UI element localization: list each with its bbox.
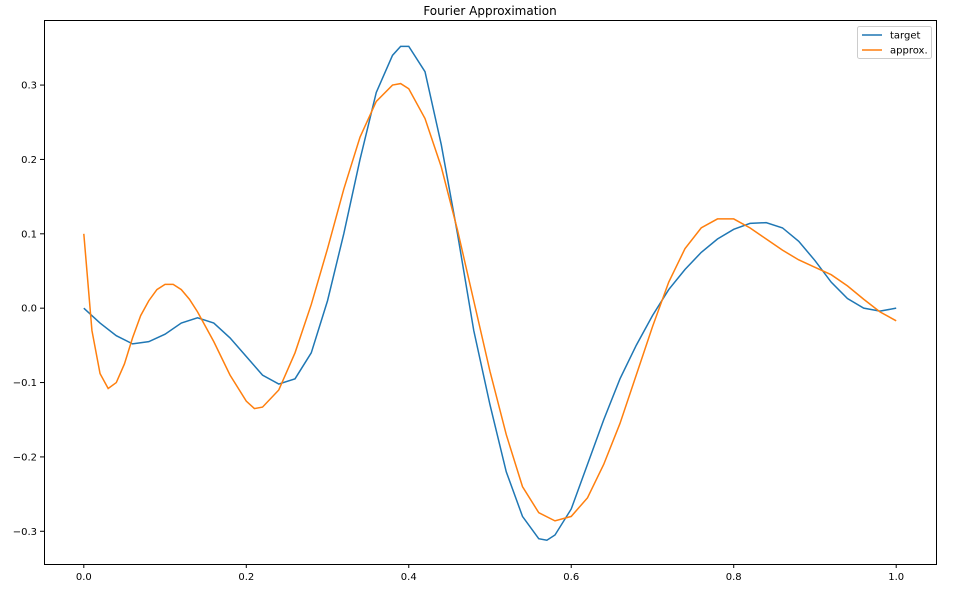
x-tick-label: 1.0 bbox=[888, 572, 904, 583]
legend-label-target: target bbox=[890, 31, 920, 42]
y-tick-label: 0.0 bbox=[21, 304, 37, 315]
y-tick-label: −0.3 bbox=[13, 527, 37, 538]
x-tick-label: 0.2 bbox=[238, 572, 254, 583]
plot-frame bbox=[44, 20, 937, 565]
x-tick-label: 0.0 bbox=[76, 572, 92, 583]
x-tick-label: 0.6 bbox=[563, 572, 579, 583]
y-tick-label: −0.1 bbox=[13, 378, 37, 389]
y-tick-label: 0.3 bbox=[21, 81, 37, 92]
y-tick-label: 0.1 bbox=[21, 229, 37, 240]
legend: target approx. bbox=[857, 26, 932, 59]
y-tick-label: −0.2 bbox=[13, 452, 37, 463]
series-line-approx bbox=[83, 82, 897, 522]
y-tick-label: 0.2 bbox=[21, 155, 37, 166]
x-tick-label: 0.8 bbox=[726, 572, 742, 583]
legend-label-approx: approx. bbox=[890, 46, 928, 57]
series-line-target bbox=[83, 45, 897, 541]
chart-title: Fourier Approximation bbox=[423, 4, 556, 18]
x-tick-label: 0.4 bbox=[401, 572, 417, 583]
